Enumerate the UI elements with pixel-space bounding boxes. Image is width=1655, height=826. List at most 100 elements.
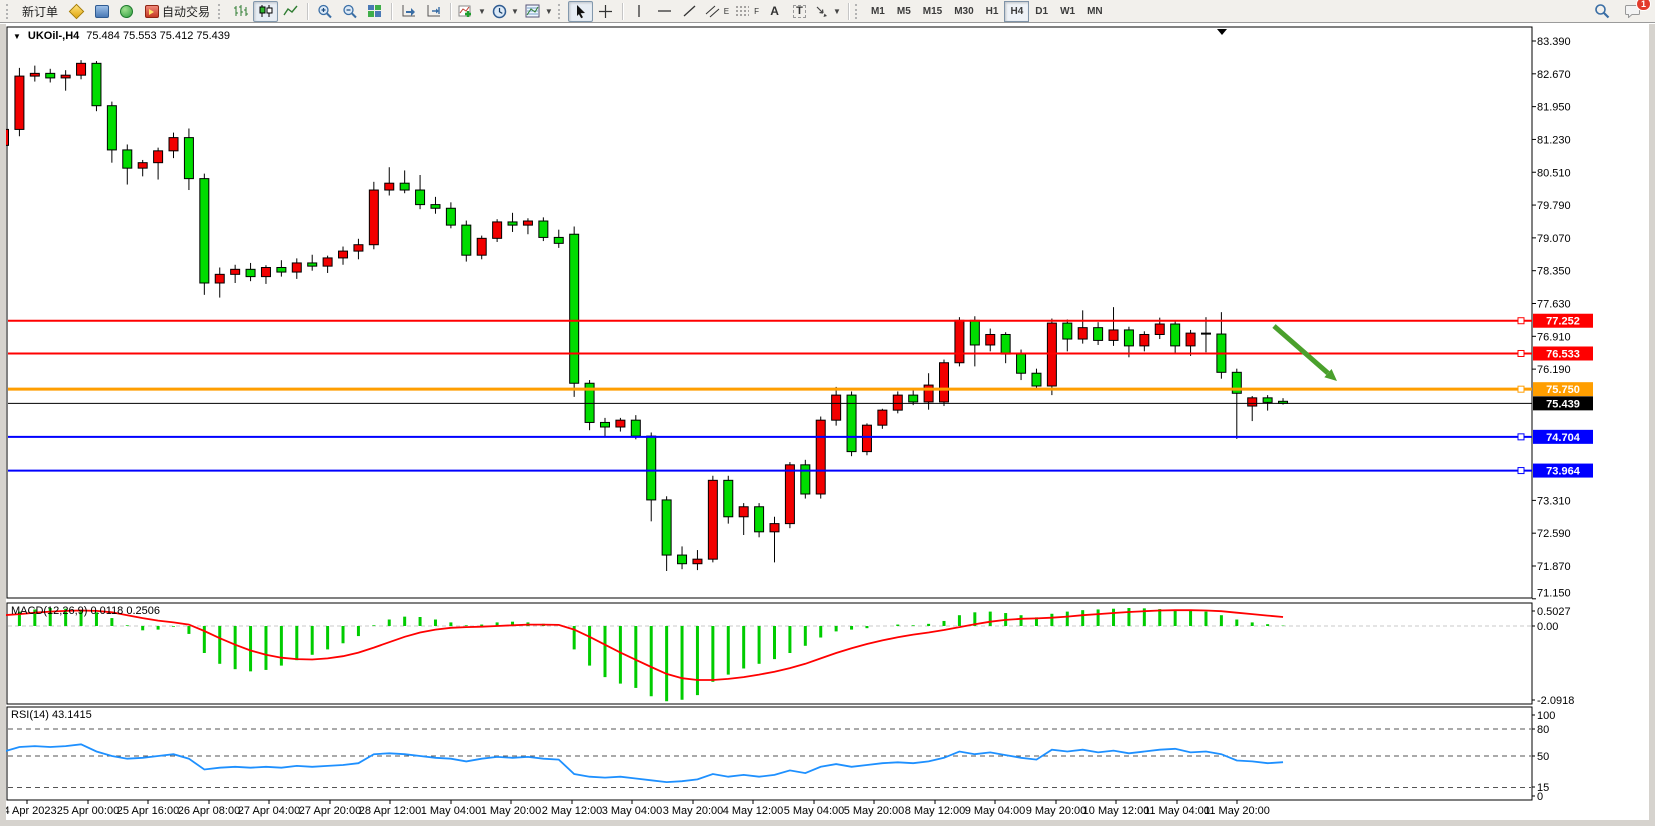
- search-button[interactable]: [1589, 1, 1614, 22]
- price-line-axis-value: 74.704: [1546, 432, 1581, 444]
- bull-candle: [368, 189, 379, 246]
- price-axis-label: 78.350: [1537, 266, 1571, 278]
- fibonacci-button[interactable]: F: [732, 1, 762, 22]
- bear-candle: [106, 105, 117, 151]
- timeframe-m5-button[interactable]: M5: [896, 5, 911, 17]
- new-order-button[interactable]: 新订单: [16, 1, 64, 22]
- trendline-button[interactable]: [677, 1, 702, 22]
- time-axis-label: 26 Apr 08:00: [178, 805, 240, 817]
- timeframe-m30-button[interactable]: M30: [954, 5, 974, 17]
- timeframe-m15-button[interactable]: M15: [922, 5, 943, 17]
- vertical-line-button[interactable]: [627, 1, 652, 22]
- line-handle[interactable]: [1517, 467, 1525, 475]
- trend-arrow-line[interactable]: [1272, 324, 1330, 375]
- rsi-axis-label: 0: [1537, 791, 1543, 803]
- rsi-line: [3, 743, 1284, 784]
- bull-candle: [476, 237, 487, 256]
- horizontal-line-button[interactable]: [652, 1, 677, 22]
- trend-arrow-head[interactable]: [1324, 368, 1337, 381]
- bear-candle: [846, 394, 857, 453]
- equidistant-channel-button[interactable]: E: [702, 1, 732, 22]
- bear-candle: [507, 221, 518, 226]
- arrows-tool-button[interactable]: ▼: [812, 1, 844, 22]
- line-handle[interactable]: [1517, 349, 1525, 357]
- time-axis-label: 1 May 04:00: [421, 805, 482, 817]
- timeframe-w1-button[interactable]: W1: [1060, 5, 1076, 17]
- bull-candle: [985, 333, 996, 346]
- bear-candle: [199, 178, 210, 284]
- signals-button[interactable]: [114, 1, 139, 22]
- bear-candle: [307, 262, 318, 267]
- time-axis-label: 28 Apr 12:00: [359, 805, 421, 817]
- time-axis-label: 27 Apr 04:00: [238, 805, 300, 817]
- bull-candle: [877, 409, 888, 426]
- zoom-in-button[interactable]: [312, 1, 337, 22]
- toolbar-grip[interactable]: [854, 3, 861, 19]
- indicators-button[interactable]: ▼: [455, 1, 489, 22]
- timeframe-d1-button[interactable]: D1: [1035, 5, 1049, 17]
- chart-shift-button[interactable]: [421, 1, 446, 22]
- price-axis-label: 81.950: [1537, 102, 1571, 114]
- timeframe-h4-button[interactable]: H4: [1004, 0, 1030, 22]
- autotrading-button[interactable]: 自动交易: [139, 1, 216, 22]
- market-watch-icon: [94, 4, 109, 18]
- candlestick-chart-button[interactable]: [253, 0, 279, 22]
- line-handle[interactable]: [1517, 317, 1525, 325]
- tile-windows-button[interactable]: [362, 1, 387, 22]
- chart-shift-marker[interactable]: [1217, 29, 1227, 35]
- market-watch-button[interactable]: [89, 1, 114, 22]
- timeframe-mn-button[interactable]: MN: [1087, 5, 1103, 17]
- line-handle[interactable]: [1517, 385, 1525, 393]
- time-axis-label: 4 May 12:00: [723, 805, 784, 817]
- templates-button[interactable]: ▼: [522, 1, 556, 22]
- cursor-button[interactable]: [567, 0, 593, 22]
- toolbar-grip[interactable]: [6, 3, 12, 19]
- time-axis-label: 8 May 12:00: [905, 805, 966, 817]
- toolbar-grip[interactable]: [218, 3, 224, 19]
- crosshair-button[interactable]: [593, 1, 618, 22]
- bull-candle: [1185, 332, 1196, 347]
- timeframe-m1-button[interactable]: M1: [870, 5, 885, 17]
- auto-scroll-button[interactable]: [396, 1, 421, 22]
- signals-icon: [120, 4, 134, 18]
- price-axis-label: 83.390: [1537, 36, 1571, 48]
- bull-candle: [492, 221, 503, 239]
- time-axis-label: 27 Apr 20:00: [299, 805, 361, 817]
- price-axis-label: 76.910: [1537, 331, 1571, 343]
- notifications-button[interactable]: 1: [1620, 0, 1651, 22]
- collapse-triangle-icon[interactable]: ▼: [13, 31, 21, 41]
- toolbar-grip[interactable]: [557, 3, 564, 19]
- toolbar-separator: [391, 2, 393, 20]
- bear-candle: [569, 233, 580, 384]
- bear-candle: [1262, 397, 1273, 403]
- candlestick-chart-icon: [259, 5, 273, 17]
- bear-candle: [1062, 322, 1073, 340]
- text-label-tool-button[interactable]: T: [787, 1, 812, 22]
- rsi-indicator-title: RSI(14) 43.1415: [11, 709, 92, 721]
- periods-button[interactable]: ▼: [489, 1, 522, 22]
- line-handle[interactable]: [1517, 433, 1525, 441]
- price-axis-label: 71.870: [1537, 561, 1571, 573]
- text-label-tool-icon: T: [793, 4, 806, 18]
- time-axis-label: 11 May 04:00: [1144, 805, 1210, 817]
- bear-candle: [1170, 323, 1181, 347]
- macd-axis-label: 0.00: [1537, 621, 1558, 633]
- text-tool-button[interactable]: A: [762, 1, 787, 22]
- time-axis-label: 9 May 04:00: [965, 805, 1026, 817]
- autotrading-label: 自动交易: [162, 4, 211, 19]
- bear-candle: [599, 421, 610, 428]
- fibonacci-icon: [736, 6, 750, 16]
- fibo-tool-label: F: [754, 6, 760, 16]
- bull-candle: [892, 394, 903, 411]
- timeframe-h1-button[interactable]: H1: [985, 5, 999, 17]
- zoom-out-button[interactable]: [337, 1, 362, 22]
- bear-candle: [553, 236, 564, 244]
- metaeditor-button[interactable]: [64, 1, 89, 22]
- line-chart-button[interactable]: [278, 1, 303, 22]
- bear-candle: [1200, 332, 1211, 335]
- bar-chart-button[interactable]: [228, 1, 253, 22]
- price-line-axis-box: [1533, 346, 1593, 361]
- bear-candle: [630, 419, 641, 437]
- equidistant-channel-icon: [705, 5, 720, 18]
